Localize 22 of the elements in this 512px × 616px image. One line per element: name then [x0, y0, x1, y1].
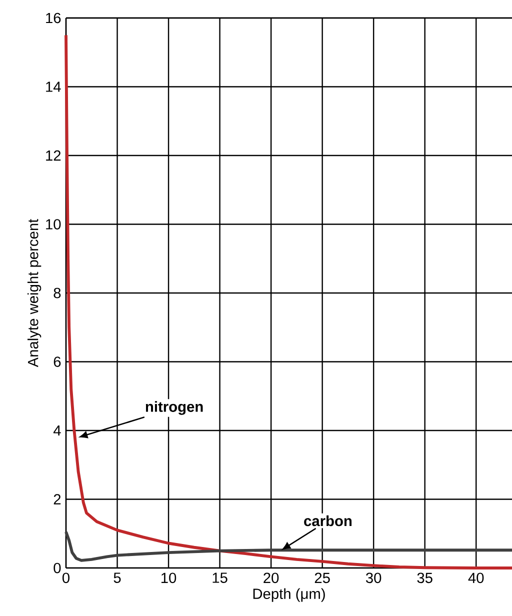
x-tick-label: 30 — [366, 572, 382, 584]
x-tick-label: 10 — [161, 572, 176, 584]
y-tick-label: 0 — [54, 562, 61, 574]
y-tick-label: 8 — [54, 288, 61, 298]
x-tick-label: 20 — [264, 572, 279, 584]
x-tick-label: 5 — [114, 572, 121, 583]
x-tick-label: 25 — [314, 572, 330, 584]
y-tick-label: 14 — [46, 82, 61, 92]
y-axis-title: Analyte weight percent — [27, 218, 42, 368]
annotation: carbon — [304, 515, 352, 526]
x-tick-label: 15 — [212, 572, 228, 583]
x-tick-label: 0 — [62, 572, 70, 584]
y-tick-label: 2 — [54, 494, 61, 504]
y-tick-label: 4 — [53, 425, 61, 436]
y-tick-label: 10 — [46, 219, 61, 230]
x-tick-label: 35 — [417, 572, 432, 584]
x-tick-label: 40 — [468, 572, 484, 584]
x-axis-title: Depth (μm) — [253, 588, 325, 602]
y-tick-label: 12 — [46, 150, 61, 161]
annotation: nitrogen — [146, 401, 203, 415]
y-tick-label: 16 — [46, 12, 61, 24]
y-tick-label: 6 — [54, 356, 61, 367]
